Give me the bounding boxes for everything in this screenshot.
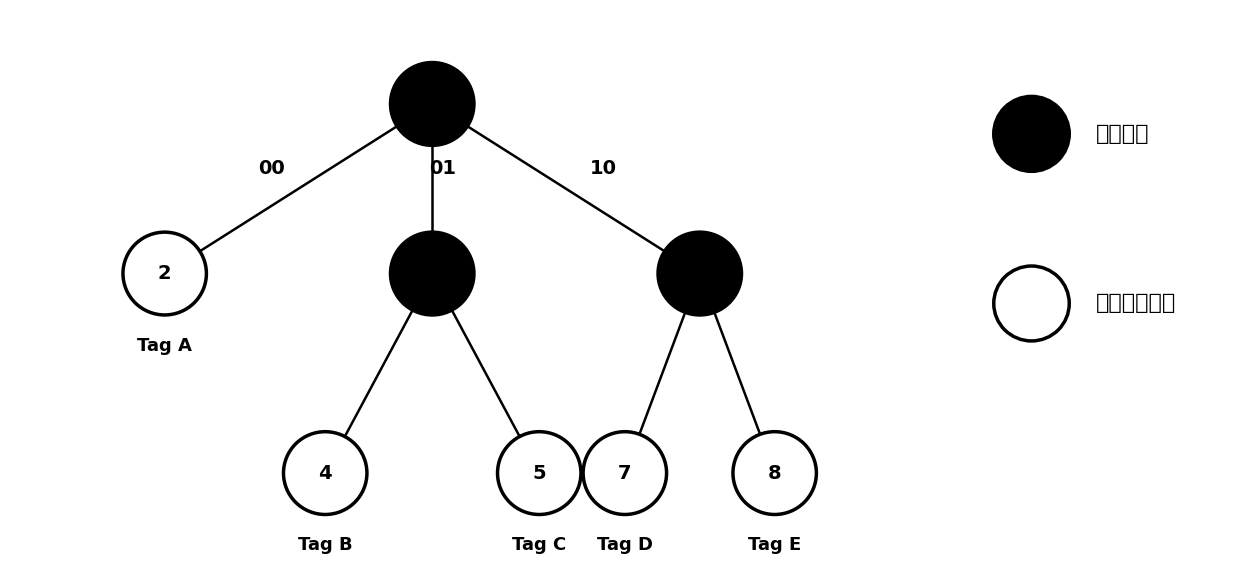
Ellipse shape xyxy=(284,431,367,514)
Ellipse shape xyxy=(658,232,741,315)
Text: Tag A: Tag A xyxy=(138,337,192,355)
Text: Tag D: Tag D xyxy=(597,537,653,555)
Text: 成功识别节点: 成功识别节点 xyxy=(1097,294,1176,313)
Ellipse shape xyxy=(390,63,475,146)
Text: 00: 00 xyxy=(258,159,285,178)
Ellipse shape xyxy=(498,431,581,514)
Text: 2: 2 xyxy=(157,264,171,283)
Ellipse shape xyxy=(123,232,207,315)
Text: Tag C: Tag C xyxy=(512,537,566,555)
Text: 10: 10 xyxy=(590,159,617,178)
Text: 碰撞节点: 碰撞节点 xyxy=(1097,124,1150,144)
Ellipse shape xyxy=(584,431,667,514)
Ellipse shape xyxy=(994,96,1069,171)
Text: Tag E: Tag E xyxy=(748,537,802,555)
Text: 01: 01 xyxy=(430,159,456,178)
Text: Tag B: Tag B xyxy=(297,537,353,555)
Text: 8: 8 xyxy=(768,464,782,483)
Ellipse shape xyxy=(994,266,1069,341)
Ellipse shape xyxy=(733,431,817,514)
Text: 4: 4 xyxy=(318,464,332,483)
Text: 7: 7 xyxy=(618,464,632,483)
Text: 5: 5 xyxy=(533,464,546,483)
Ellipse shape xyxy=(390,232,475,315)
